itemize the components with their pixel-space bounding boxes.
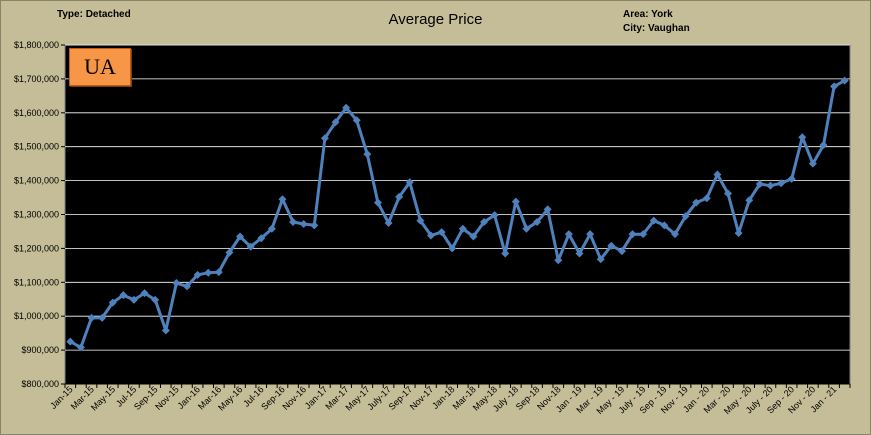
data-point [140, 289, 149, 298]
data-point [161, 326, 170, 335]
data-point [129, 295, 138, 304]
data-point [617, 247, 626, 256]
data-point [692, 198, 701, 207]
y-tick-label: $1,600,000 [14, 108, 59, 118]
data-point [607, 241, 616, 250]
data-point [681, 212, 690, 221]
data-point [543, 205, 552, 214]
data-point [151, 295, 160, 304]
data-point [469, 232, 478, 241]
x-tick-label: Nov-17 [408, 384, 436, 412]
data-point [426, 231, 435, 240]
data-point [236, 232, 245, 241]
data-point [320, 134, 329, 143]
y-tick-label: $1,200,000 [14, 243, 59, 253]
data-point [639, 230, 648, 239]
data-point [554, 256, 563, 265]
data-point [405, 178, 414, 187]
data-point [586, 230, 595, 239]
data-point [384, 218, 393, 227]
data-point [533, 217, 542, 226]
data-point [437, 228, 446, 237]
data-point [830, 82, 839, 91]
y-tick-label: $1,100,000 [14, 277, 59, 287]
data-point [766, 181, 775, 190]
y-axis: $800,000 $900,000 $1,000,000 $1,100,000 $1,2… [14, 40, 65, 389]
data-point [702, 194, 711, 203]
data-point [310, 221, 319, 230]
series-layer [66, 76, 849, 352]
y-tick-label: $900,000 [21, 345, 59, 355]
data-point [204, 268, 213, 277]
data-point [670, 230, 679, 239]
data-point [745, 196, 754, 205]
y-tick-label: $1,500,000 [14, 142, 59, 152]
data-point [777, 179, 786, 188]
y-tick-label: $1,000,000 [14, 311, 59, 321]
data-point [373, 198, 382, 207]
data-point [342, 103, 351, 112]
data-point [575, 249, 584, 258]
data-point [787, 174, 796, 183]
data-point [840, 76, 849, 85]
data-point [395, 192, 404, 201]
data-point [278, 195, 287, 204]
y-tick-label: $1,800,000 [14, 40, 59, 50]
y-tick-label: $1,400,000 [14, 176, 59, 186]
data-point [628, 230, 637, 239]
data-point [214, 268, 223, 277]
data-point [87, 313, 96, 322]
data-point [724, 189, 733, 198]
data-point [819, 141, 828, 150]
data-point [564, 230, 573, 239]
data-point [596, 255, 605, 264]
data-point [363, 150, 372, 159]
data-point [66, 337, 75, 346]
data-point [172, 278, 181, 287]
data-point [331, 118, 340, 127]
data-point [352, 116, 361, 125]
data-point [108, 298, 117, 307]
data-point [76, 343, 85, 352]
data-point [501, 249, 510, 258]
data-point [458, 224, 467, 233]
data-point [289, 217, 298, 226]
data-point [660, 221, 669, 230]
data-point [246, 242, 255, 251]
data-point [734, 229, 743, 238]
data-point [755, 179, 764, 188]
chart-title: Average Price [388, 11, 483, 28]
data-point [119, 291, 128, 300]
type-label: Type: Detached [57, 9, 131, 20]
city-label: City: Vaughan [623, 23, 690, 34]
data-point [808, 159, 817, 168]
x-tick-label: Nov-16 [281, 384, 309, 412]
data-point [257, 234, 266, 243]
data-point [713, 170, 722, 179]
y-tick-label: $1,300,000 [14, 210, 59, 220]
y-tick-label: $1,700,000 [14, 74, 59, 84]
data-point [267, 224, 276, 233]
data-point [522, 224, 531, 233]
data-point [416, 216, 425, 225]
data-point [490, 211, 499, 220]
x-tick-label: Nov-15 [153, 384, 181, 412]
data-point [193, 270, 202, 279]
data-point [480, 217, 489, 226]
data-point [182, 282, 191, 291]
data-point [798, 133, 807, 142]
data-point [299, 219, 308, 228]
data-point [511, 197, 520, 206]
data-point [225, 248, 234, 257]
data-point [98, 313, 107, 322]
ua-badge: UA [69, 48, 131, 86]
x-axis: Jan-15Mar-15May-15Jul-15Sep-15Nov-15Jan-… [48, 383, 851, 416]
data-point [448, 244, 457, 253]
y-tick-label: $800,000 [21, 379, 59, 389]
area-label: Area: York [623, 9, 673, 20]
data-point [649, 216, 658, 225]
